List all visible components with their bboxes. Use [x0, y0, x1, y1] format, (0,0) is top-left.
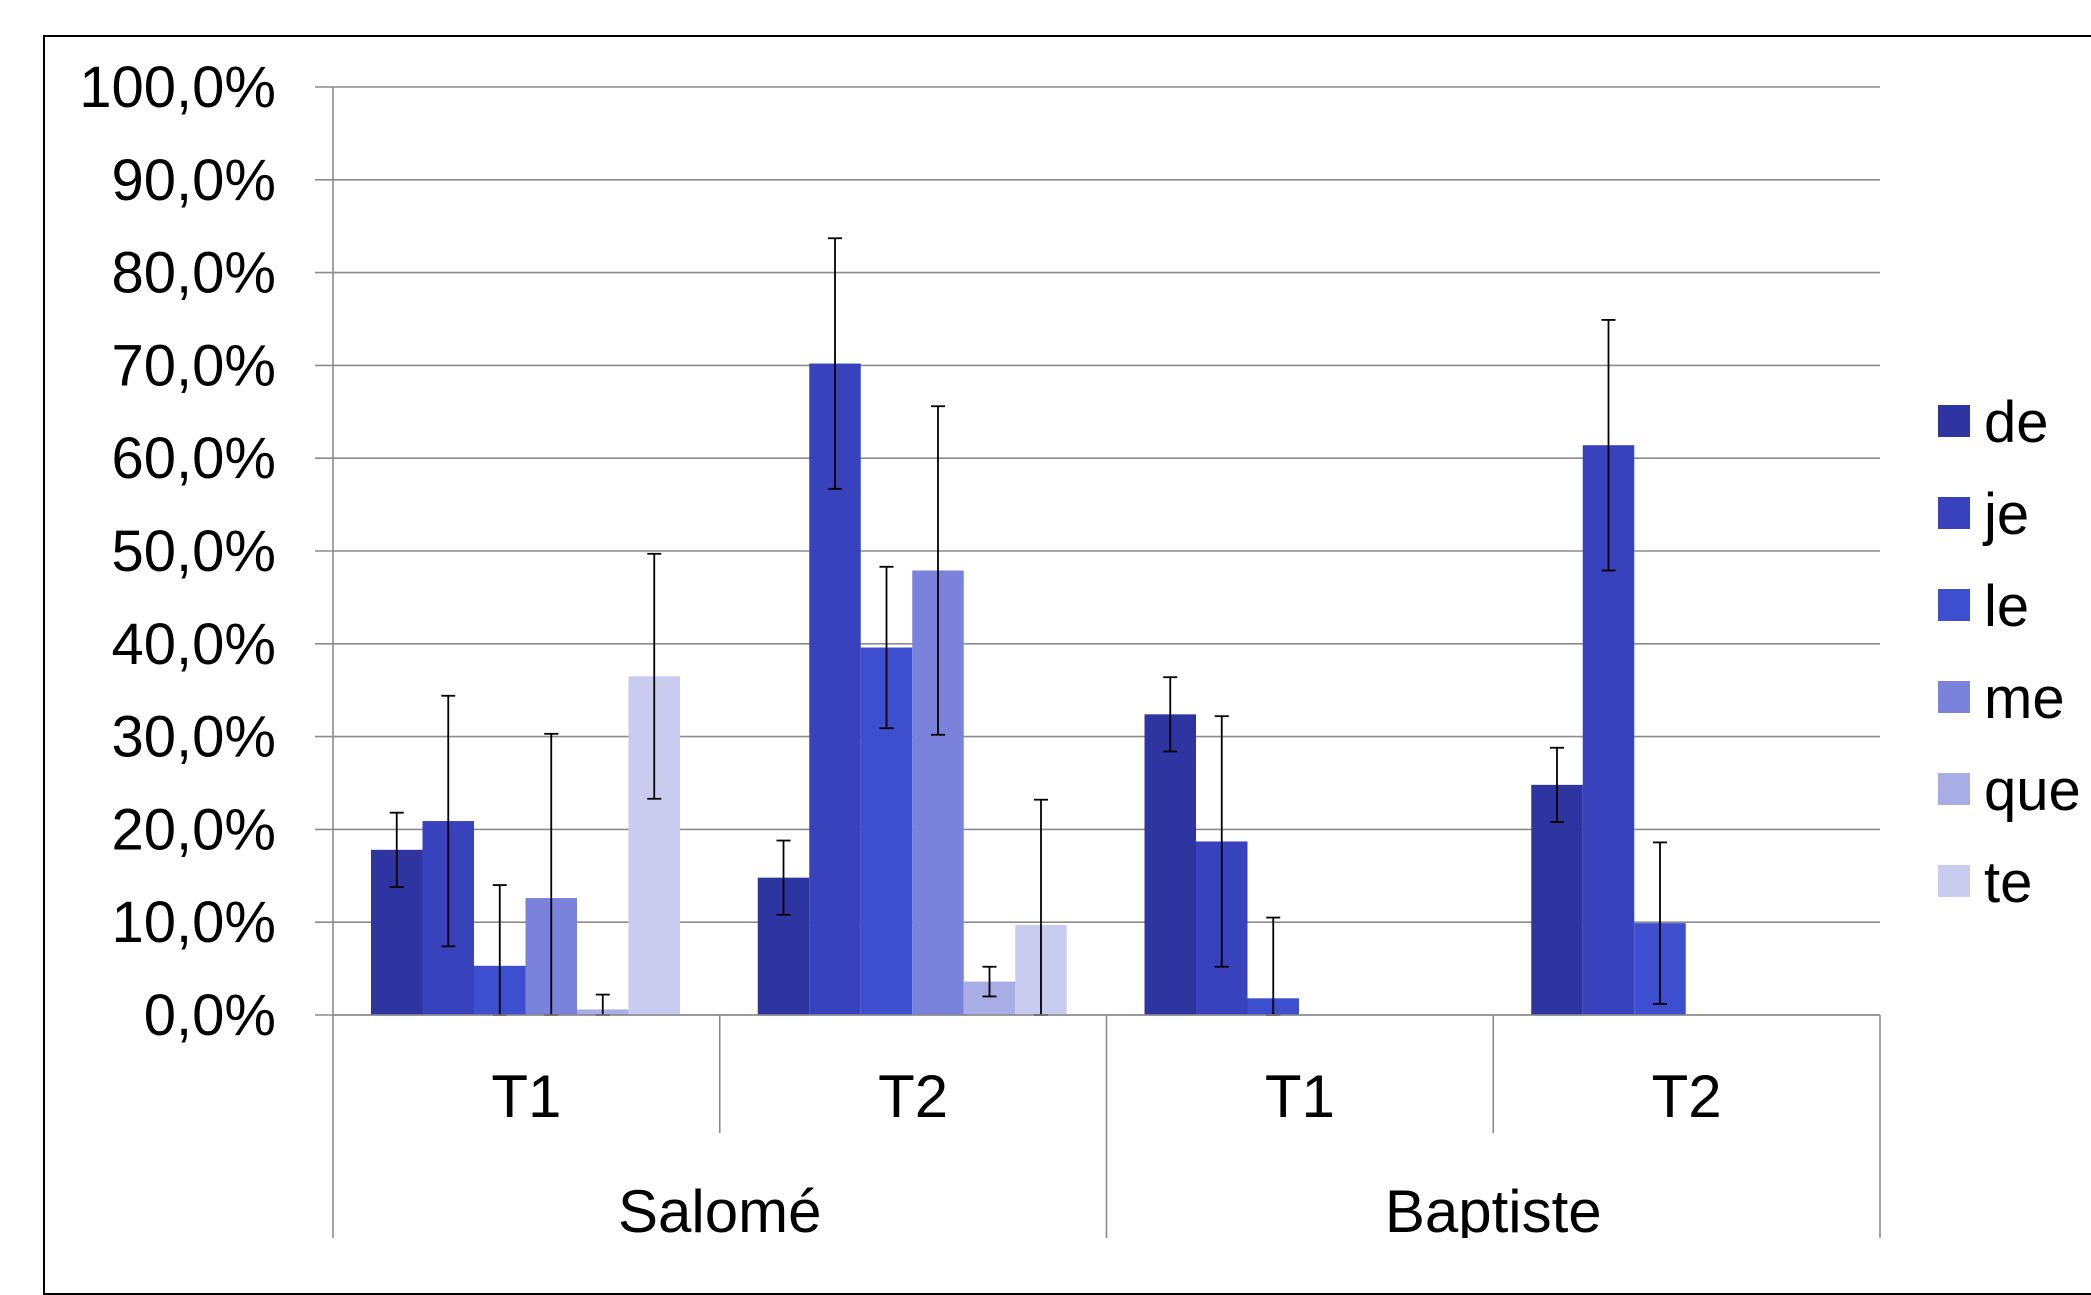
y-tick-label: 10,0% [112, 890, 276, 955]
bar-de [1144, 714, 1196, 1015]
y-tick-label: 70,0% [112, 333, 276, 398]
y-tick-label: 20,0% [112, 797, 276, 862]
chart-frame [43, 35, 2091, 1295]
group-label: Salomé [618, 1178, 821, 1238]
legend-swatch-que [1938, 773, 1970, 805]
legend-label-que: que [1984, 758, 2081, 823]
bar-de [1531, 784, 1583, 1015]
bar-chart: 0,0% 10,0% 20,0% 30,0% 40,0% 50,0% 60,0% 70,0% 8… [79, 55, 2081, 1238]
y-tick-label: 50,0% [112, 519, 276, 584]
legend-swatch-le [1938, 589, 1970, 621]
category-label: T2 [878, 1063, 948, 1130]
y-axis-tick-labels: 0,0% 10,0% 20,0% 30,0% 40,0% 50,0% 60,0% 70,0% 8… [79, 55, 276, 1048]
y-tick-label: 0,0% [144, 983, 276, 1048]
legend-swatch-de [1938, 405, 1970, 437]
category-label: T1 [1265, 1063, 1335, 1130]
legend: de je le me que te [1938, 390, 2081, 915]
y-tick-label: 80,0% [112, 241, 276, 306]
category-axis: T1 T2 T1 T2 Salomé Baptiste [332, 87, 1881, 1238]
y-tick-label: 90,0% [112, 148, 276, 213]
category-label: T2 [1652, 1063, 1722, 1130]
gridlines [315, 86, 1880, 1016]
legend-swatch-me [1938, 681, 1970, 713]
y-tick-label: 60,0% [112, 426, 276, 491]
category-label: T1 [491, 1063, 561, 1130]
legend-label-me: me [1984, 666, 2065, 731]
group-label: Baptiste [1385, 1178, 1602, 1238]
legend-label-le: le [1984, 574, 2029, 639]
legend-label-de: de [1984, 390, 2049, 455]
y-tick-label: 30,0% [112, 705, 276, 770]
legend-label-je: je [1982, 482, 2029, 547]
y-tick-label: 40,0% [112, 612, 276, 677]
y-tick-label: 100,0% [79, 55, 276, 120]
bars [371, 363, 1686, 1015]
legend-label-te: te [1984, 850, 2032, 915]
legend-swatch-je [1938, 497, 1970, 529]
error-bars [389, 237, 1667, 1016]
legend-swatch-te [1938, 865, 1970, 897]
